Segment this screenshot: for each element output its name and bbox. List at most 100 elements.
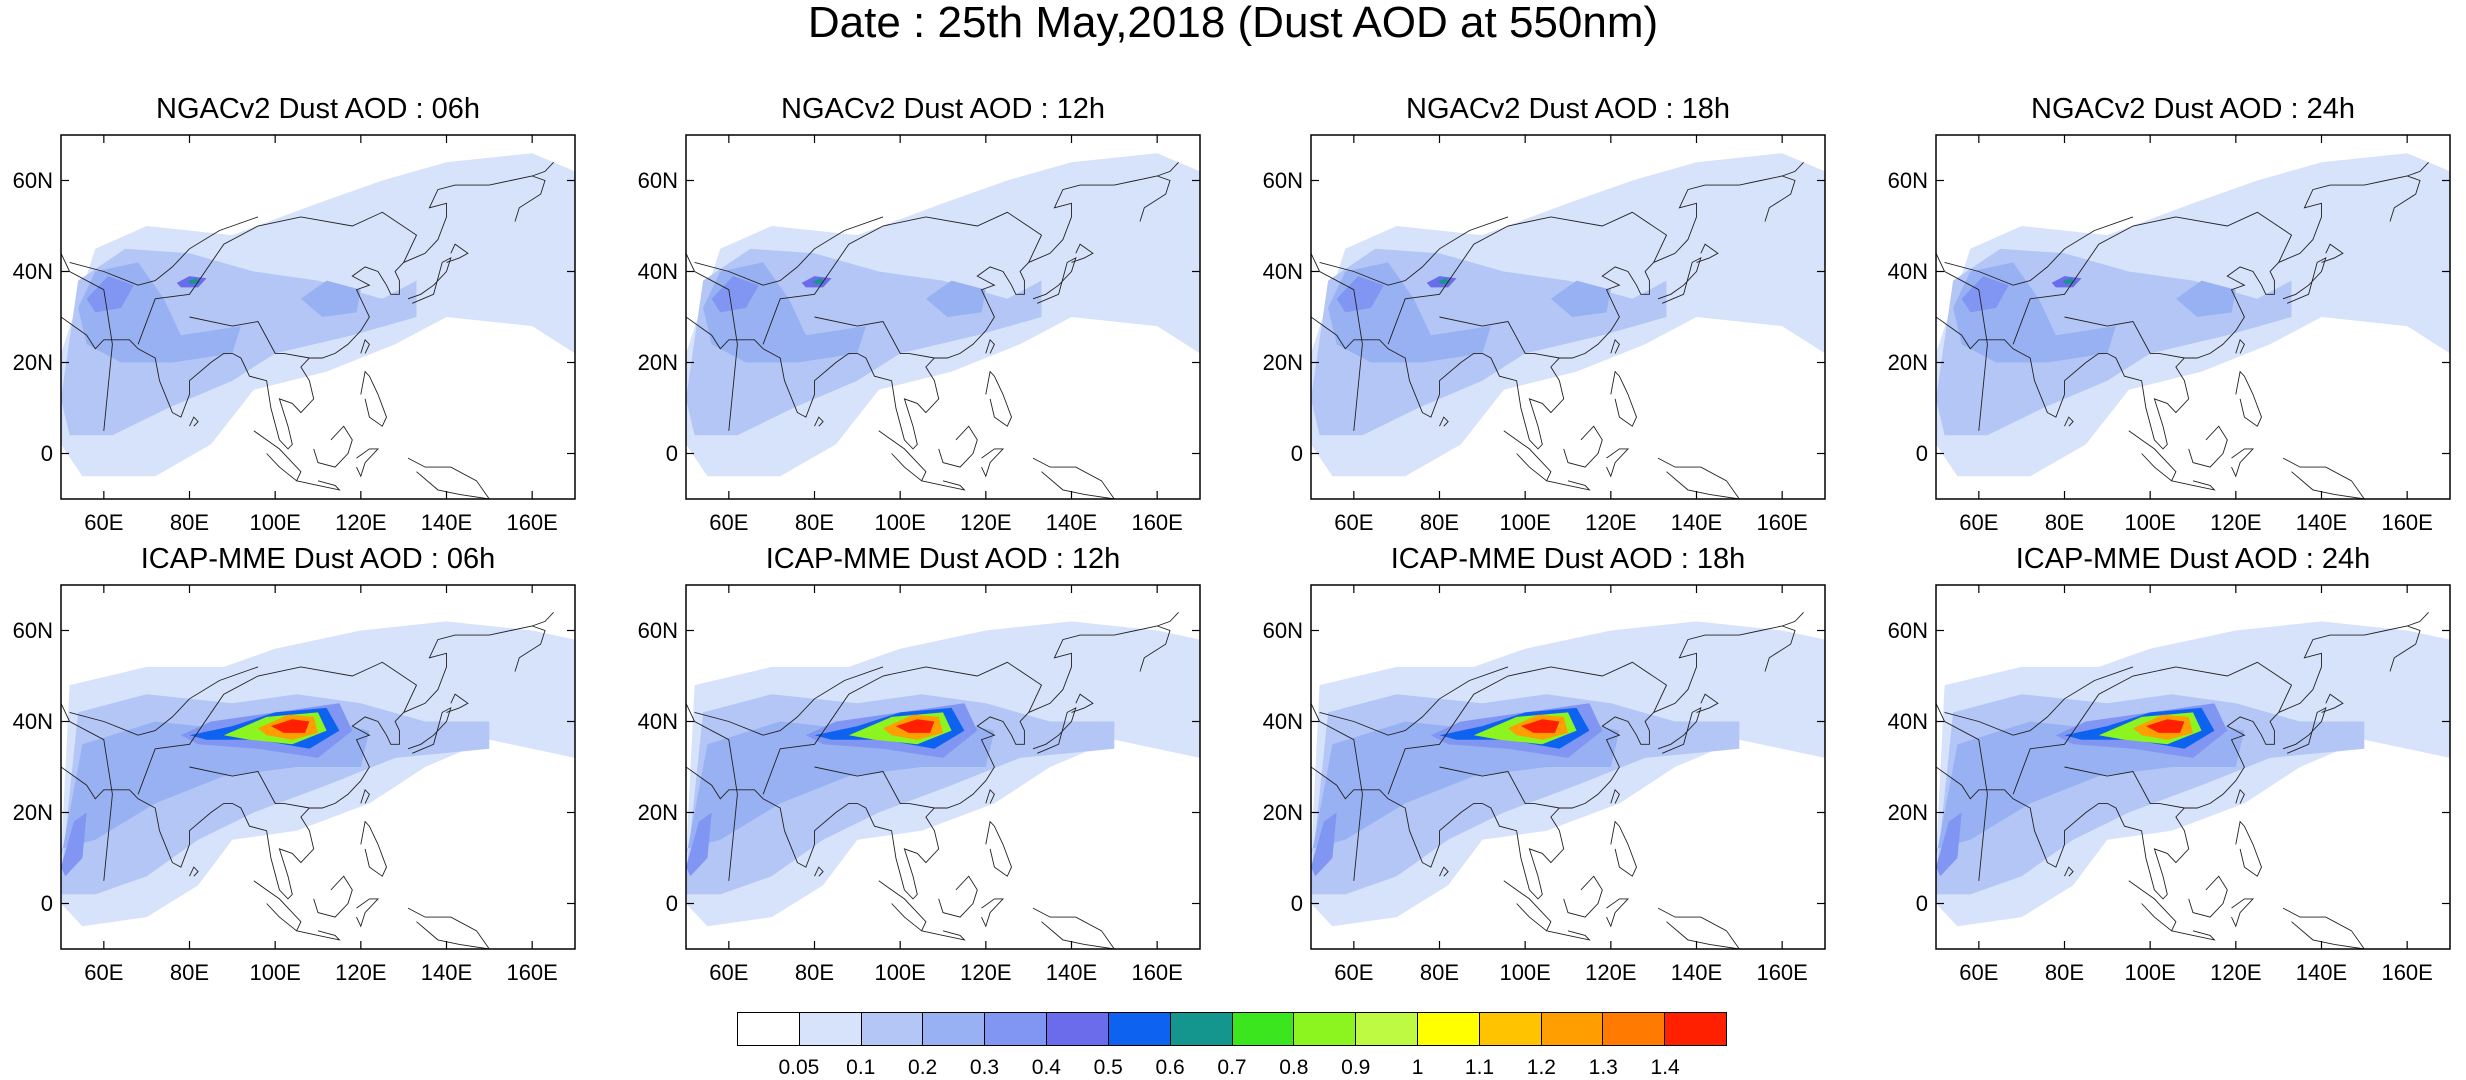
coastline [762, 661, 1043, 795]
coastline [1936, 161, 2429, 450]
coastline [1319, 216, 1509, 286]
coastline [2012, 211, 2293, 345]
colorbar-label: 0.9 [1341, 1056, 1371, 1079]
x-tick-label: 80E [794, 510, 835, 535]
coastline [1610, 820, 1637, 877]
x-tick-label: 140E [1045, 510, 1098, 535]
coastline [1311, 253, 1363, 431]
colorbar-label: 1.3 [1588, 1056, 1618, 1079]
map-panel-ngacv2-18h: NGACv2 Dust AOD : 18h 60N 40N 20N 0 60E 80E 100… [1261, 92, 1875, 542]
coastline [61, 253, 113, 431]
coastline [189, 316, 310, 359]
y-tick-label: 0 [1915, 440, 1928, 466]
coastline [2171, 930, 2216, 941]
colorbar-box [1603, 1013, 1666, 1045]
dust-aod-map [685, 584, 1201, 950]
coastline [189, 866, 199, 877]
panel-title: ICAP-MME Dust AOD : 24h [2015, 543, 2371, 575]
dust-contour-level-3 [61, 721, 370, 858]
colorbar-box [1047, 1013, 1109, 1045]
dust-contour-level-4 [1961, 276, 2009, 313]
coastline [2064, 316, 2185, 359]
map-panel-icap-mme-24h: ICAP-MME Dust AOD : 24h 60N 40N 20N 0 60E 80E 1… [1886, 542, 2466, 992]
x-tick-label: 140E [2295, 960, 2348, 985]
x-tick-label: 160E [1756, 960, 1808, 985]
coastline [686, 611, 1179, 900]
colorbar-box [1479, 1013, 1542, 1045]
coastline [2235, 370, 2262, 427]
map-panel-ngacv2-24h: NGACv2 Dust AOD : 24h 60N 40N 20N 0 60E 80E 100… [1886, 92, 2466, 542]
coastline [981, 898, 1005, 928]
colorbar-label: 0.1 [846, 1056, 876, 1079]
y-tick-label: 0 [1290, 890, 1303, 916]
x-tick-label: 80E [1419, 960, 1460, 985]
coastline [814, 416, 824, 427]
coastline [360, 338, 370, 354]
coastline [2321, 243, 2344, 263]
colorbar-box [985, 1013, 1048, 1045]
map-area: 60N 40N 20N 0 60E 80E 100E 120E 140E 160E [638, 584, 1201, 985]
x-tick-label: 60E [84, 510, 124, 535]
x-tick-label: 100E [249, 960, 301, 985]
coastline [985, 370, 1012, 427]
map-border [60, 584, 576, 950]
coastline [1439, 866, 1449, 877]
coastline [253, 430, 302, 482]
colorbar-box [738, 1013, 800, 1045]
coastline [1032, 907, 1115, 949]
dust-aod-map [1310, 134, 1826, 500]
coastline [985, 820, 1012, 877]
x-tick-label: 60E [84, 960, 124, 985]
y-tick-label: 60N [1887, 617, 1928, 643]
y-tick-label: 20N [12, 349, 53, 375]
coastline [407, 457, 490, 499]
dust-contour-level-3 [1550, 280, 1611, 317]
y-tick-label: 60N [1887, 167, 1928, 193]
coastline [360, 820, 387, 877]
colorbar-box [861, 1013, 924, 1045]
coastline [407, 907, 490, 949]
coastline [878, 880, 927, 932]
y-tick-label: 20N [637, 349, 678, 375]
y-tick-label: 40N [12, 258, 53, 284]
coastline [686, 703, 738, 881]
colorbar-label: 0.8 [1279, 1056, 1309, 1079]
coastline [2064, 866, 2074, 877]
coastline [1696, 243, 1719, 263]
coastline [2282, 457, 2365, 499]
coastline [407, 256, 452, 304]
coastline [1387, 661, 1668, 795]
colorbar-label: 0.2 [908, 1056, 938, 1079]
dust-contour-level-4 [1936, 812, 1962, 877]
panel-title: ICAP-MME Dust AOD : 18h [1390, 543, 1746, 575]
y-tick-label: 20N [12, 799, 53, 825]
coastline [1319, 666, 1509, 736]
colorbar-label: 0.7 [1217, 1056, 1247, 1079]
colorbar-box [1232, 1013, 1295, 1045]
colorbar-label: 0.3 [969, 1056, 1000, 1079]
coastline [814, 866, 824, 877]
x-tick-label: 140E [2295, 510, 2348, 535]
y-tick-label: 40N [1887, 708, 1928, 734]
coastline [985, 788, 995, 804]
colorbar-box [799, 1013, 862, 1045]
coastline [2064, 766, 2185, 809]
coastline [2235, 788, 2245, 804]
dust-contour-level-3 [2175, 280, 2236, 317]
x-tick-label: 100E [874, 960, 926, 985]
dust-contour-level-3 [1936, 721, 2245, 858]
map-panel-ngacv2-06h: NGACv2 Dust AOD : 06h 60N 40N 20N 0 60E 80E 100… [11, 92, 625, 542]
map-area: 60N 40N 20N 0 60E 80E 100E 120E 140E 160E [1263, 134, 1826, 535]
coastline [1032, 256, 1077, 304]
coastline [2128, 880, 2177, 932]
coastline [921, 480, 966, 491]
x-tick-label: 120E [2210, 510, 2262, 535]
dust-aod-map [685, 134, 1201, 500]
dust-contour-level-3 [925, 280, 986, 317]
coastline [2282, 256, 2327, 304]
coastline [61, 161, 554, 450]
colorbar-label: 1.1 [1464, 1056, 1495, 1079]
coastline [1311, 161, 1804, 450]
map-panel-icap-mme-18h: ICAP-MME Dust AOD : 18h 60N 40N 20N 0 60E 80E 1… [1261, 542, 1875, 992]
coastline [1606, 898, 1630, 928]
